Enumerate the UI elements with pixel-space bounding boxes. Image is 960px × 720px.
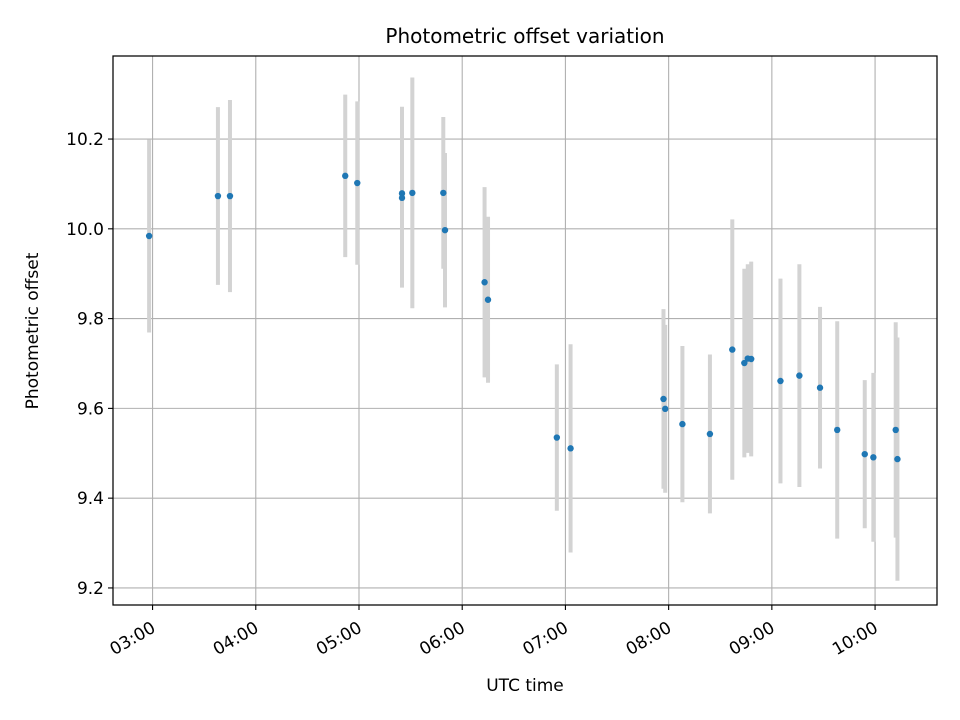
data-point bbox=[440, 189, 447, 197]
data-point bbox=[870, 454, 877, 461]
data-point bbox=[834, 426, 841, 434]
data-point bbox=[567, 445, 574, 452]
y-tick-label: 10.0 bbox=[66, 220, 104, 240]
data-point bbox=[226, 192, 234, 200]
y-tick-label: 9.2 bbox=[77, 579, 104, 599]
data-point bbox=[777, 377, 784, 385]
y-tick-label: 9.6 bbox=[77, 399, 104, 419]
data-point bbox=[706, 430, 714, 438]
data-point bbox=[145, 232, 153, 240]
data-point bbox=[481, 279, 488, 286]
y-tick-label: 9.4 bbox=[77, 489, 104, 509]
data-point bbox=[660, 395, 667, 403]
data-point bbox=[398, 194, 406, 202]
data-point bbox=[729, 346, 736, 353]
data-point bbox=[342, 172, 349, 180]
data-point bbox=[484, 296, 492, 303]
data-point bbox=[553, 434, 561, 441]
data-point bbox=[398, 190, 406, 197]
data-point bbox=[796, 372, 803, 379]
data-point bbox=[354, 179, 361, 187]
data-point bbox=[662, 405, 669, 413]
y-axis-label: Photometric offset bbox=[23, 252, 43, 409]
data-point bbox=[748, 355, 755, 363]
data-point bbox=[679, 420, 686, 428]
y-tick-label: 10.2 bbox=[66, 130, 104, 150]
y-tick-label: 9.8 bbox=[77, 310, 104, 330]
plot-frame bbox=[112, 55, 938, 606]
y-axis-ticks: 9.2 9.4 9.6 9.8 10.0 10.2 bbox=[66, 130, 113, 599]
data-point bbox=[441, 226, 449, 234]
data-point bbox=[214, 192, 222, 200]
data-point bbox=[892, 426, 899, 434]
data-points bbox=[145, 172, 901, 463]
data-point bbox=[409, 189, 416, 197]
data-point bbox=[741, 359, 748, 367]
data-point bbox=[894, 455, 901, 463]
x-axis-label: UTC time bbox=[486, 676, 564, 696]
grid bbox=[113, 56, 937, 605]
data-point bbox=[861, 450, 868, 458]
data-point bbox=[816, 384, 824, 391]
chart-title: Photometric offset variation bbox=[385, 24, 664, 48]
